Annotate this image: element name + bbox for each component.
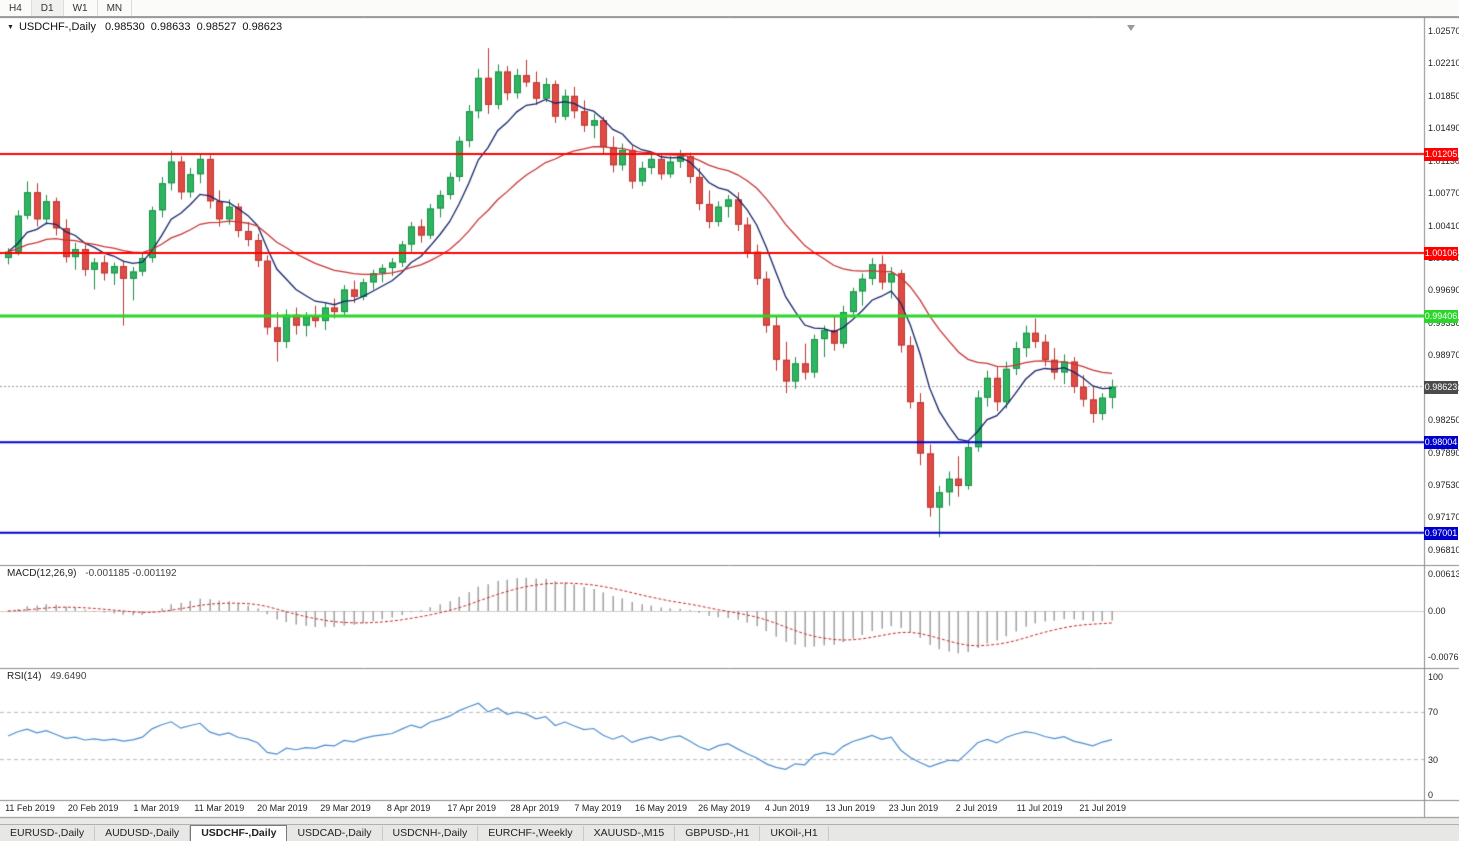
price-axis-tick: 0.97890 [1428,447,1459,458]
symbol-label: USDCHF-,Daily [18,21,96,33]
macd-label: MACD(12,26,9) [7,568,77,579]
timeframe-button-h4[interactable]: H4 [0,0,32,16]
date-axis-label: 11 Feb 2019 [5,803,55,813]
timeframe-button-mn[interactable]: MN [98,0,133,16]
current-price-badge: 0.98623 [1424,380,1458,394]
date-axis-label: 20 Feb 2019 [67,803,119,813]
macd-axis-tick: 0.00613 [1428,568,1459,579]
date-axis-label: 23 Jun 2019 [888,803,939,813]
price-axis-tick: 1.01850 [1428,90,1459,101]
rsi-axis-tick: 30 [1428,754,1439,765]
rsi-axis-tick: 100 [1428,672,1444,682]
chart-window: ▼ USDCHF-,Daily 0.98530 0.98633 0.98527 … [0,17,1459,824]
chart-tab-usdcnh[interactable]: USDCNH-,Daily [383,825,479,841]
symbol-dropdown-icon[interactable]: ▼ [7,23,14,31]
price-level-badge: 0.99406 [1424,310,1458,324]
rsi-pane-header: RSI(14) 49.6490 [7,671,86,682]
chart-tab-ukoil[interactable]: UKOil-,H1 [760,825,829,841]
chart-tab-gbpusd[interactable]: GBPUSD-,H1 [675,825,761,841]
chart-tab-xauusd[interactable]: XAUUSD-,M15 [584,825,676,841]
date-axis-label: 26 May 2019 [698,803,751,813]
rsi-axis-tick: 0 [1428,790,1434,800]
rsi-value: 49.6490 [50,671,87,682]
chart-shift-marker-icon[interactable] [1127,25,1135,31]
macd-axis-tick: 0.00 [1428,606,1446,616]
date-axis-label: 21 Jul 2019 [1079,803,1126,813]
date-axis-label: 8 Apr 2019 [386,803,431,813]
date-axis-label: 28 Apr 2019 [510,803,560,813]
date-axis-label: 11 Jul 2019 [1016,803,1063,813]
price-axis-tick: 0.98250 [1428,415,1459,426]
date-axis-label: 1 Mar 2019 [133,803,179,813]
price-axis-tick: 0.98970 [1428,350,1459,361]
date-axis-label: 11 Mar 2019 [194,803,245,813]
date-axis-label: 17 Apr 2019 [447,803,496,813]
macd-values: -0.001185 -0.001192 [85,568,177,579]
date-axis-label: 16 May 2019 [634,803,688,813]
date-axis-label: 29 Mar 2019 [320,803,371,813]
rsi-axis-tick: 70 [1428,707,1439,718]
chart-tab-usdcad[interactable]: USDCAD-,Daily [287,825,383,841]
price-level-badge: 1.00106 [1424,246,1458,260]
date-axis-label: 2 Jul 2019 [955,803,998,813]
date-axis-label: 4 Jun 2019 [764,803,810,813]
price-axis-tick: 1.01490 [1428,123,1459,134]
chart-canvas[interactable] [0,17,1459,824]
price-axis-tick: 0.97530 [1428,480,1459,491]
price-axis-tick: 0.99690 [1428,285,1459,296]
price-axis-tick: 0.97170 [1428,512,1459,523]
chart-tab-eurchf[interactable]: EURCHF-,Weekly [478,825,584,841]
timeframe-toolbar: H4 D1 W1 MN [0,0,1459,17]
price-axis-tick: 1.00770 [1428,188,1459,199]
timeframe-button-w1[interactable]: W1 [64,0,98,16]
price-axis-tick: 0.96810 [1428,544,1459,555]
price-level-badge: 1.01205 [1424,147,1458,161]
timeframe-button-d1[interactable]: D1 [31,0,64,16]
date-axis-label: 20 Mar 2019 [257,803,308,813]
price-axis-tick: 1.02210 [1428,58,1459,69]
chart-symbol-header[interactable]: ▼ USDCHF-,Daily 0.98530 0.98633 0.98527 … [7,21,282,33]
rsi-label: RSI(14) [7,671,42,682]
chart-tab-eurusd[interactable]: EURUSD-,Daily [0,825,96,841]
price-axis-tick: 1.02570 [1428,26,1459,36]
price-axis-tick: 1.00410 [1428,220,1459,231]
date-axis-label: 13 Jun 2019 [825,803,876,813]
macd-pane-header: MACD(12,26,9) -0.001185 -0.001192 [7,568,177,579]
ohlc-values: 0.98530 0.98633 0.98527 0.98623 [104,21,283,33]
chart-tab-audusd[interactable]: AUDUSD-,Daily [95,825,191,841]
date-axis-label: 7 May 2019 [574,803,622,813]
chart-tab-bar: EURUSD-,Daily AUDUSD-,Daily USDCHF-,Daily U… [0,824,1459,841]
chart-tab-usdchf[interactable]: USDCHF-,Daily [190,824,288,841]
price-level-badge: 0.98004 [1424,436,1458,450]
price-level-badge: 0.97001 [1424,526,1458,540]
